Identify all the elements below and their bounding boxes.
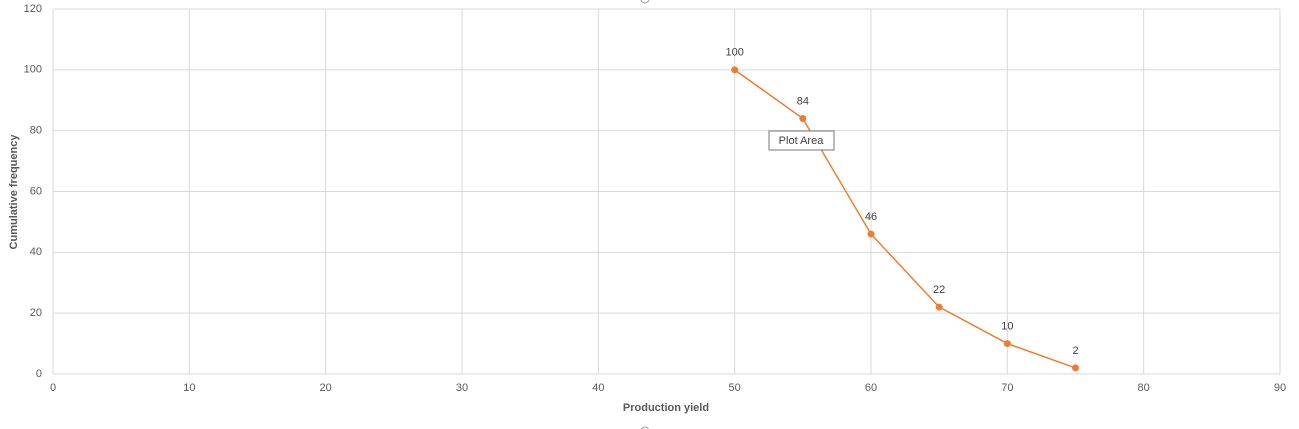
y-tick-label: 120 xyxy=(24,3,42,15)
x-tick-label: 10 xyxy=(183,382,195,394)
series-line xyxy=(734,69,1076,369)
tooltip-box xyxy=(768,130,835,151)
tooltip-text: Plot Area xyxy=(779,135,825,147)
data-point xyxy=(731,66,739,74)
y-tick-label: 0 xyxy=(36,368,42,380)
y-axis-title: Cumulative frequency xyxy=(8,134,20,250)
x-tick-label: 70 xyxy=(1001,382,1013,394)
data-label: 100 xyxy=(725,47,743,59)
x-tick-label: 0 xyxy=(50,382,56,394)
y-tick-label: 100 xyxy=(24,64,42,76)
data-label: 84 xyxy=(797,95,809,107)
data-label: 10 xyxy=(1001,320,1013,332)
data-label: 46 xyxy=(865,211,877,223)
x-tick-label: 40 xyxy=(592,382,604,394)
selection-handle xyxy=(640,0,650,4)
data-point xyxy=(867,230,875,238)
data-point xyxy=(935,303,943,311)
x-axis-title: Production yield xyxy=(623,402,709,414)
data-point xyxy=(799,115,807,122)
y-tick-label: 80 xyxy=(30,125,42,137)
x-tick-label: 60 xyxy=(865,382,877,394)
data-point xyxy=(1003,340,1011,348)
data-point xyxy=(1072,364,1079,372)
x-tick-label: 80 xyxy=(1138,382,1150,394)
y-tick-label: 60 xyxy=(30,185,42,197)
data-label: 22 xyxy=(933,284,945,296)
data-label: 2 xyxy=(1072,345,1078,357)
x-tick-label: 90 xyxy=(1274,382,1286,394)
x-tick-label: 30 xyxy=(456,382,468,394)
y-tick-label: 40 xyxy=(30,246,42,258)
x-tick-label: 50 xyxy=(729,382,741,394)
y-tick-label: 20 xyxy=(30,307,42,319)
x-tick-label: 20 xyxy=(320,382,332,394)
